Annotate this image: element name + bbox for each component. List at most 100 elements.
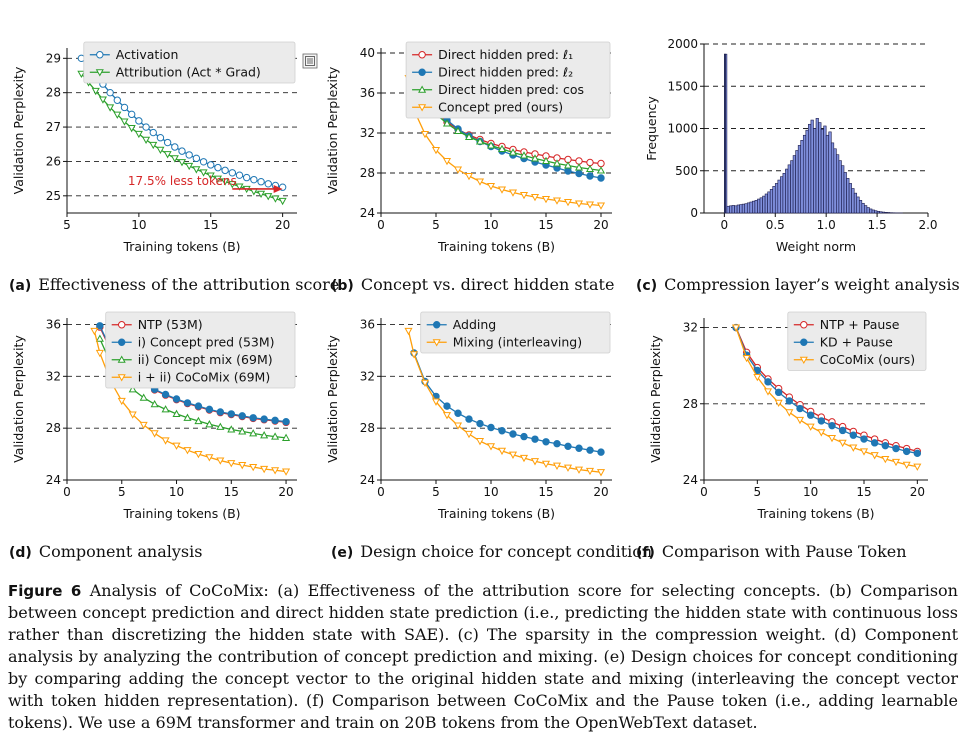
data-point xyxy=(817,417,826,425)
y-tick-label: 27 xyxy=(46,120,61,134)
data-point xyxy=(891,458,901,467)
y-axis-label: Validation Perplexity xyxy=(11,66,26,194)
histogram-bar xyxy=(762,195,766,214)
data-point xyxy=(227,410,235,418)
histogram-bar xyxy=(749,201,753,214)
data-point xyxy=(486,443,496,451)
data-point xyxy=(227,460,236,468)
x-tick-label: 5 xyxy=(432,485,440,499)
legend-label: Mixing (interleaving) xyxy=(453,335,582,350)
legend-marker xyxy=(418,68,426,76)
y-tick-label: 28 xyxy=(360,166,375,180)
data-point xyxy=(497,447,507,456)
data-point xyxy=(586,172,594,180)
legend-label: CoCoMix (ours) xyxy=(820,352,915,367)
data-point xyxy=(172,442,181,450)
histogram-bar xyxy=(818,122,822,214)
subfigure-caption: (e) Design choice for concept condition xyxy=(331,542,652,561)
y-tick-label: 28 xyxy=(360,421,375,435)
legend-toggle-icon[interactable] xyxy=(302,53,318,69)
data-point xyxy=(156,134,165,142)
y-tick-label: 28 xyxy=(46,86,61,100)
data-point xyxy=(95,334,104,342)
data-point xyxy=(519,454,529,463)
x-tick-label: 15 xyxy=(203,218,218,232)
data-point xyxy=(91,87,100,96)
data-point xyxy=(249,463,258,472)
x-tick-label: 20 xyxy=(278,485,293,499)
data-point xyxy=(806,423,815,431)
data-point xyxy=(128,411,137,419)
x-tick-label: 5 xyxy=(63,218,71,232)
x-tick-label: 10 xyxy=(131,218,146,232)
histogram-bar xyxy=(861,202,865,214)
data-point xyxy=(271,195,280,203)
y-axis-label: Validation Perplexity xyxy=(648,335,663,463)
data-point xyxy=(520,432,528,441)
histogram-bar xyxy=(759,197,763,214)
histogram-bar xyxy=(869,208,873,214)
y-tick-label: 24 xyxy=(360,206,375,220)
data-point xyxy=(206,172,215,180)
data-point xyxy=(731,324,741,332)
data-point xyxy=(278,197,287,206)
series-cocomix-ours- xyxy=(731,324,922,471)
data-point xyxy=(486,141,496,149)
data-point xyxy=(596,469,606,477)
data-point xyxy=(597,159,605,168)
histogram-bar xyxy=(841,165,845,214)
data-point xyxy=(764,378,772,386)
legend-label: Direct hidden pred: ℓ₂ xyxy=(438,65,573,80)
plot-area xyxy=(404,53,606,210)
data-point xyxy=(149,128,157,137)
data-point xyxy=(260,415,268,423)
data-point xyxy=(586,446,594,454)
x-tick-label: 10 xyxy=(169,485,184,499)
data-point xyxy=(156,146,165,154)
histogram-bar xyxy=(836,154,840,214)
data-point xyxy=(881,455,890,464)
data-point xyxy=(183,413,192,421)
histogram-bar xyxy=(825,134,830,214)
data-point xyxy=(281,433,291,441)
data-point xyxy=(227,425,236,433)
histogram-bar xyxy=(787,164,791,214)
data-point xyxy=(192,154,201,163)
subfigure-label: (d) xyxy=(9,545,32,561)
data-point xyxy=(431,146,441,155)
histogram-bar xyxy=(810,119,814,214)
y-axis-label: Validation Perplexity xyxy=(325,66,340,194)
data-point xyxy=(98,96,107,104)
histogram-bar xyxy=(739,204,743,214)
data-point xyxy=(260,465,269,474)
subfigure-caption: (f) Comparison with Pause Token xyxy=(636,542,907,561)
data-point xyxy=(113,111,122,119)
data-point xyxy=(585,201,595,209)
data-point xyxy=(409,351,419,359)
data-point xyxy=(442,119,452,127)
histogram-bar xyxy=(744,203,748,214)
histogram-bar xyxy=(874,210,878,214)
data-point xyxy=(221,178,230,186)
x-tick-label: 15 xyxy=(538,218,553,232)
x-tick-label: 15 xyxy=(856,485,871,499)
data-point xyxy=(271,432,280,440)
data-point xyxy=(271,416,279,425)
data-point xyxy=(860,435,868,443)
y-tick-label: 24 xyxy=(46,473,61,487)
data-point xyxy=(106,88,114,97)
data-point xyxy=(564,442,572,451)
histogram-bar xyxy=(800,140,804,214)
data-point xyxy=(849,444,858,452)
legend-marker xyxy=(432,339,441,347)
x-tick-label: 20 xyxy=(910,485,925,499)
data-point xyxy=(431,398,441,406)
subfigure-title: Compression layer’s weight analysis xyxy=(664,275,960,294)
data-point xyxy=(508,189,518,197)
data-point xyxy=(870,452,879,460)
data-point xyxy=(552,462,562,470)
data-point xyxy=(249,429,258,437)
legend-marker xyxy=(117,355,126,363)
data-point xyxy=(498,427,506,435)
data-point xyxy=(552,197,562,205)
